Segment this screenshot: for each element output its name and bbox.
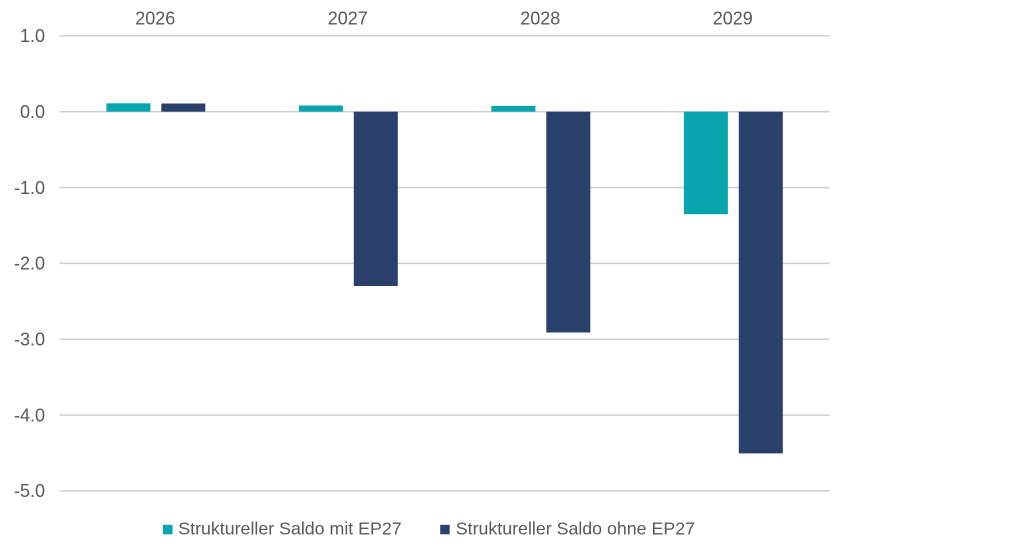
svg-text:-5.0: -5.0 (14, 481, 45, 501)
svg-text:-2.0: -2.0 (14, 254, 45, 274)
svg-text:2028: 2028 (520, 8, 560, 28)
svg-text:2026: 2026 (135, 8, 175, 28)
svg-text:-1.0: -1.0 (14, 178, 45, 198)
svg-text:2029: 2029 (713, 8, 753, 28)
svg-text:0.0: 0.0 (20, 102, 45, 122)
svg-text:Struktureller Saldo mit EP27: Struktureller Saldo mit EP27 (178, 519, 401, 539)
svg-text:-4.0: -4.0 (14, 405, 45, 425)
svg-text:1.0: 1.0 (20, 26, 45, 46)
svg-text:Struktureller Saldo ohne EP27: Struktureller Saldo ohne EP27 (456, 519, 695, 539)
svg-text:2027: 2027 (328, 8, 368, 28)
svg-text:-3.0: -3.0 (14, 330, 45, 350)
